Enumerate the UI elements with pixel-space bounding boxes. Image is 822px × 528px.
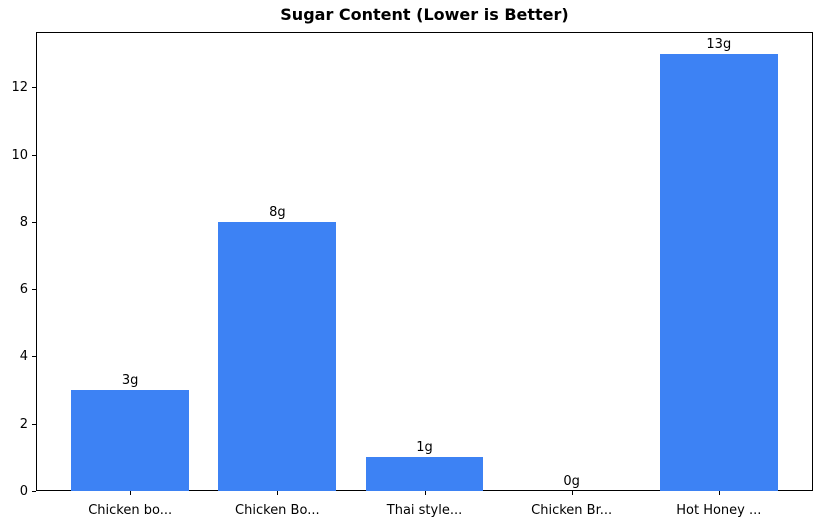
- x-tick-mark-3: [571, 491, 573, 495]
- y-tick-mark-2: [32, 356, 36, 358]
- x-tick-label-2: Thai style...: [386, 503, 463, 518]
- y-tick-label-4: 8: [19, 214, 28, 230]
- bar-value-label-2: 1g: [416, 440, 433, 456]
- bar-2: [365, 457, 484, 491]
- y-tick-mark-6: [32, 87, 36, 89]
- y-tick-mark-1: [32, 423, 36, 425]
- y-tick-mark-5: [32, 154, 36, 156]
- x-tick-mark-2: [424, 491, 426, 495]
- y-tick-label-1: 2: [19, 416, 28, 432]
- x-tick-mark-0: [130, 491, 132, 495]
- x-tick-mark-4: [718, 491, 720, 495]
- y-tick-label-3: 6: [19, 282, 28, 298]
- y-tick-label-5: 10: [11, 147, 28, 163]
- bar-value-label-0: 3g: [121, 373, 139, 389]
- bar-0: [71, 390, 190, 491]
- x-tick-label-3: Chicken Br...: [531, 503, 613, 518]
- y-tick-label-2: 4: [19, 349, 28, 365]
- x-tick-label-4: Hot Honey ...: [676, 503, 762, 518]
- bar-1: [218, 221, 337, 491]
- chart-title: Sugar Content (Lower is Better): [280, 5, 569, 24]
- y-tick-mark-4: [32, 221, 36, 223]
- bar-4: [659, 53, 778, 491]
- y-tick-label-0: 0: [19, 484, 28, 499]
- x-tick-label-1: Chicken Bo...: [235, 503, 320, 518]
- x-tick-mark-1: [277, 491, 279, 495]
- y-tick-mark-0: [32, 491, 36, 492]
- y-tick-mark-3: [32, 289, 36, 291]
- bar-value-label-3: 0g: [563, 474, 580, 489]
- bar-value-label-4: 13g: [706, 36, 732, 52]
- y-tick-label-6: 12: [11, 80, 28, 96]
- bar-value-label-1: 8g: [269, 204, 286, 220]
- x-tick-label-0: Chicken bo...: [88, 503, 173, 518]
